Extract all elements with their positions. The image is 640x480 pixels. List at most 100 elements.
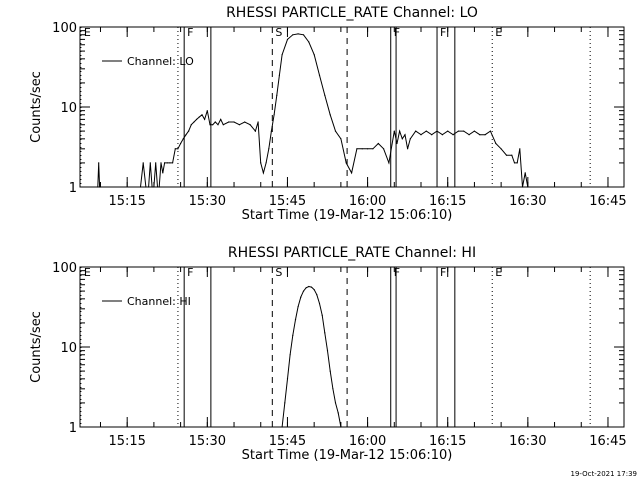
data-point xyxy=(281,54,283,56)
data-point xyxy=(324,94,326,96)
chart-title: RHESSI PARTICLE_RATE Channel: HI xyxy=(228,245,476,261)
event-marker-label: E xyxy=(84,266,91,279)
data-point xyxy=(313,289,315,291)
plot-frame xyxy=(79,26,625,188)
data-point xyxy=(479,134,481,136)
x-tick-label: 16:00 xyxy=(349,194,386,209)
data-point xyxy=(473,130,475,132)
data-point xyxy=(420,134,422,136)
data-point xyxy=(97,186,99,188)
data-point xyxy=(149,162,151,164)
data-point xyxy=(198,116,200,118)
x-tick-label: 15:45 xyxy=(269,194,306,209)
data-point xyxy=(396,142,398,145)
data-point xyxy=(447,130,449,132)
data-point xyxy=(257,121,259,123)
data-point xyxy=(332,388,334,390)
data-point xyxy=(300,296,302,298)
event-marker-label: F xyxy=(394,26,400,39)
data-point xyxy=(351,172,353,174)
data-point xyxy=(174,148,176,150)
data-point xyxy=(441,134,443,136)
data-point xyxy=(334,130,337,132)
panel-lo: RHESSI PARTICLE_RATE Channel: LO 1 10 100 15… xyxy=(29,5,627,223)
data-point xyxy=(270,130,272,132)
data-point xyxy=(164,162,166,164)
data-point xyxy=(148,186,150,188)
data-point xyxy=(372,148,374,150)
x-tick-label: 16:15 xyxy=(429,434,466,449)
data-point xyxy=(238,124,240,126)
data-point xyxy=(318,302,321,305)
x-axis-label: Start Time (19-Mar-12 15:06:10) xyxy=(242,448,453,463)
data-point xyxy=(415,130,417,132)
data-point xyxy=(169,162,171,164)
data-point xyxy=(516,162,518,164)
series-line xyxy=(281,285,342,428)
event-marker-label: F xyxy=(187,26,193,39)
y-axis-label: Counts/sec xyxy=(29,311,44,383)
data-point xyxy=(305,287,307,289)
data-point xyxy=(292,34,294,36)
data-point xyxy=(98,162,100,164)
data-point xyxy=(156,186,159,188)
x-tick-label: 15:30 xyxy=(189,194,226,209)
data-point xyxy=(321,314,323,316)
data-point xyxy=(162,172,164,174)
data-point xyxy=(500,148,502,150)
data-point xyxy=(160,162,162,164)
data-point xyxy=(463,130,465,132)
data-point xyxy=(276,94,278,96)
data-point xyxy=(409,138,411,140)
data-point xyxy=(495,142,497,145)
data-point xyxy=(302,34,305,36)
y-axis-label: Counts/sec xyxy=(29,71,44,143)
data-point xyxy=(310,286,313,288)
data-point xyxy=(399,130,401,132)
event-marker-label: E xyxy=(84,26,91,39)
data-point xyxy=(180,142,182,145)
data-point xyxy=(297,33,299,35)
data-point xyxy=(139,186,142,188)
data-point xyxy=(337,412,339,414)
data-point xyxy=(318,74,321,76)
data-point xyxy=(172,162,174,164)
x-tick-label: 16:45 xyxy=(589,434,626,449)
y-tick-label: 100 xyxy=(52,21,77,36)
data-point xyxy=(489,130,491,132)
event-marker-label: S xyxy=(275,26,282,39)
data-point xyxy=(201,114,203,116)
x-axis-label: Start Time (19-Mar-12 15:06:10) xyxy=(242,208,453,223)
data-point xyxy=(308,41,310,43)
data-point xyxy=(302,290,305,292)
data-point xyxy=(99,186,101,188)
x-tick-label: 15:45 xyxy=(269,434,306,449)
data-point xyxy=(388,162,390,164)
data-point xyxy=(340,426,342,428)
event-marker-label: F xyxy=(394,266,400,279)
data-point xyxy=(273,114,275,116)
data-point xyxy=(214,121,216,123)
y-tick-label: 1 xyxy=(69,421,77,436)
data-point xyxy=(334,402,337,404)
data-point xyxy=(166,162,168,164)
legend-entry: Channel: HI xyxy=(127,295,191,308)
data-point xyxy=(292,334,294,336)
event-marker-label: F xyxy=(187,266,193,279)
data-point xyxy=(204,118,206,120)
data-point xyxy=(452,134,454,136)
data-point xyxy=(404,134,406,136)
data-point xyxy=(220,118,222,120)
x-tick-label: 15:15 xyxy=(108,434,145,449)
data-point xyxy=(145,186,147,188)
x-tick-label: 16:00 xyxy=(349,434,386,449)
panel-hi: RHESSI PARTICLE_RATE Channel: HI 1 10 100 15… xyxy=(29,245,627,463)
data-point xyxy=(209,124,211,126)
legend-entry: Channel: LO xyxy=(127,55,194,68)
data-point xyxy=(407,148,409,150)
data-point xyxy=(228,121,230,123)
data-point xyxy=(505,154,508,156)
chart-title: RHESSI PARTICLE_RATE Channel: LO xyxy=(226,5,478,21)
data-point xyxy=(265,162,267,164)
data-point xyxy=(182,138,184,140)
